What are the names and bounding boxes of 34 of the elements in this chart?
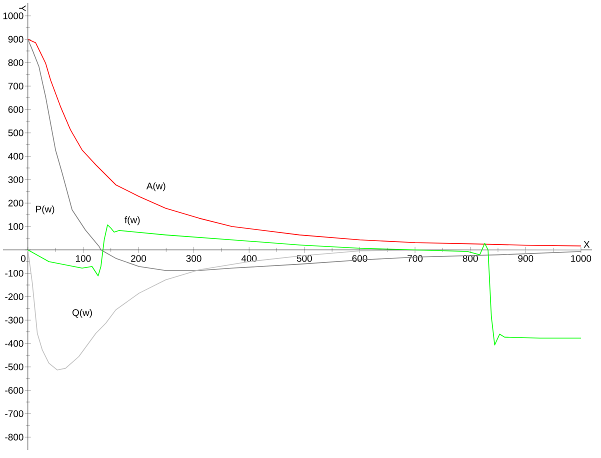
y-tick-label: 800 [8, 59, 24, 66]
x-tick-label: 200 [131, 255, 146, 262]
x-tick-label: 600 [352, 255, 368, 262]
series-label: f(w) [124, 216, 140, 226]
x-tick-label: 100 [76, 255, 91, 262]
y-tick-label: -100 [5, 270, 24, 277]
x-tick-label: 400 [241, 255, 257, 262]
y-tick-label: -800 [5, 434, 24, 440]
y-axis-title: Y [19, 5, 26, 12]
y-tick-label: 1000 [3, 12, 24, 20]
x-tick-label: 500 [296, 255, 312, 262]
y-tick-label: 200 [8, 200, 24, 206]
x-tick-label: 700 [408, 255, 423, 262]
y-tick-label: 300 [8, 176, 24, 184]
y-tick-label: 100 [8, 223, 24, 230]
x-tick-label: 300 [186, 255, 202, 262]
y-tick-label: -400 [5, 340, 24, 347]
y-tick-label: -200 [5, 293, 24, 300]
y-tick-label: 500 [8, 130, 24, 136]
x-tick-label: 1000 [571, 255, 592, 262]
y-tick-label: 600 [8, 106, 24, 113]
y-tick-label: 700 [8, 82, 24, 90]
series-label: P(w) [36, 205, 54, 214]
series-label: Q(w) [72, 308, 92, 318]
x-tick-label: 0 [21, 255, 26, 262]
y-tick-label: 400 [8, 152, 24, 160]
y-tick-label: -300 [5, 316, 24, 324]
y-tick-label: -500 [5, 364, 24, 370]
y-tick-label: -700 [5, 410, 24, 418]
x-axis-title: X [584, 241, 590, 248]
y-tick-label: 900 [8, 36, 24, 43]
series-label: A(w) [146, 182, 166, 192]
x-tick-label: 900 [518, 255, 534, 262]
y-tick-label: -600 [5, 386, 24, 394]
